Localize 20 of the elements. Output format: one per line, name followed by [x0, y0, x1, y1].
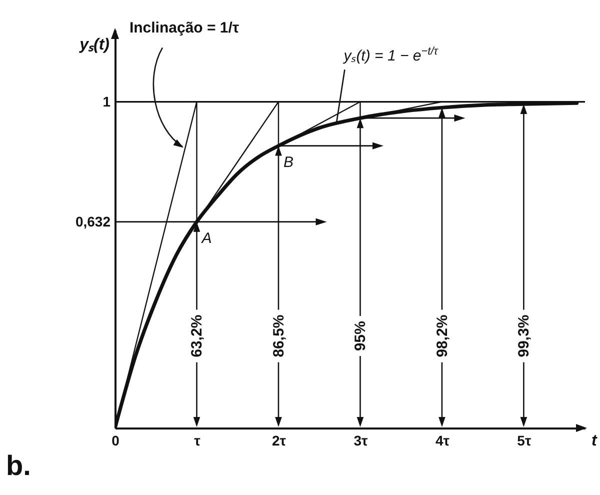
annotation: A [200, 230, 212, 247]
annotation: Inclinação = 1/τ [129, 20, 240, 37]
x-axis-title: t [592, 432, 598, 450]
x-tick-label: 2τ [272, 432, 287, 448]
annotation: 99,3% [515, 314, 532, 358]
x-tick-label: τ [194, 432, 202, 448]
x-tick-label: 5τ [517, 432, 532, 448]
x-tick-label: 0 [112, 432, 120, 448]
y-tick-label: 1 [102, 93, 111, 110]
annotation: 63,2% [188, 314, 206, 358]
x-tick-label: 3τ [354, 432, 368, 448]
annotation: 98,2% [433, 314, 450, 358]
y-tick-label: 0,632 [75, 213, 111, 230]
x-tick-label: 4τ [435, 432, 450, 448]
annotation: 86,5% [270, 314, 287, 358]
annotation: 95% [352, 320, 369, 352]
annotation: B [283, 154, 294, 171]
text: b. [6, 450, 31, 482]
annotation: yₛ(t) = 1 − e$^{−t/τ}$ [342, 46, 439, 65]
y-axis-title: yₛ(t) [78, 36, 110, 54]
